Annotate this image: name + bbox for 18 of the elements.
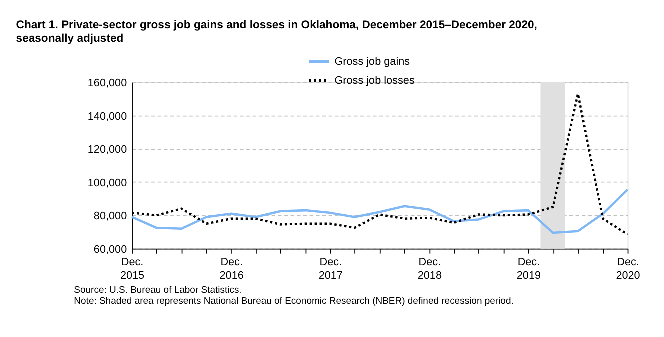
y-tick-label: 120,000 <box>88 144 128 156</box>
x-tick-label: Dec. 2015 <box>120 256 145 282</box>
source-note: Source: U.S. Bureau of Labor Statistics. <box>74 285 242 296</box>
y-tick-label: 60,000 <box>94 244 128 256</box>
y-tick-label: 100,000 <box>88 177 128 190</box>
legend-label: Gross job gains <box>334 56 411 68</box>
y-tick-label: 140,000 <box>88 110 128 123</box>
x-tick-label: Dec. 2019 <box>516 256 542 282</box>
line-series <box>130 188 629 234</box>
x-tick-label: Dec. 2018 <box>418 256 442 282</box>
x-tick-label: Dec. 2016 <box>220 256 244 282</box>
y-tick-label: 80,000 <box>94 210 128 223</box>
chart-title: Chart 1. Private-sector gross job gains and losses in Oklahoma, December 2015–December 2020, seasonally adjusted <box>16 20 538 46</box>
x-tick-label: Dec. 2017 <box>318 256 343 282</box>
text: Note: Shaded area represents National Bureau of Economic Research (NBER) defined recession period. <box>74 296 514 308</box>
legend-label: Gross job losses <box>334 75 416 88</box>
x-tick-label: Dec. 2020 <box>616 256 640 282</box>
y-tick-label: 160,000 <box>88 77 128 90</box>
